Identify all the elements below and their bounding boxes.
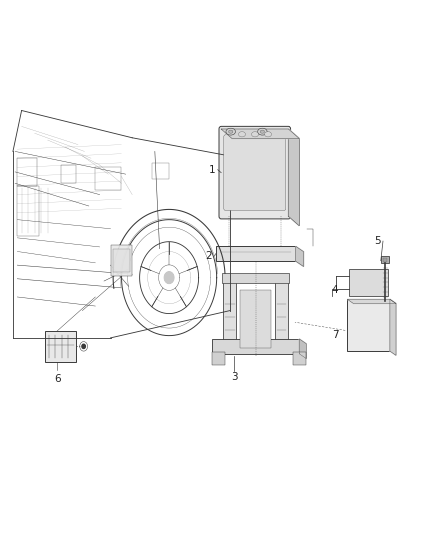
Bar	[60, 165, 76, 183]
Bar	[223, 278, 237, 343]
Text: 1: 1	[209, 165, 215, 175]
Ellipse shape	[229, 130, 233, 133]
Ellipse shape	[258, 128, 267, 135]
Polygon shape	[390, 300, 396, 356]
Polygon shape	[164, 272, 174, 284]
Bar	[215, 246, 296, 261]
Ellipse shape	[226, 128, 236, 135]
Bar	[212, 339, 299, 354]
Bar	[383, 257, 387, 262]
Polygon shape	[288, 129, 299, 226]
Ellipse shape	[251, 132, 258, 137]
Ellipse shape	[265, 132, 272, 137]
Bar	[240, 290, 272, 349]
FancyBboxPatch shape	[224, 135, 286, 211]
Bar	[95, 167, 121, 190]
Text: 6: 6	[54, 374, 61, 384]
Polygon shape	[347, 300, 396, 303]
Bar	[113, 249, 130, 272]
Bar	[17, 158, 37, 185]
Bar	[110, 245, 132, 277]
Text: 3: 3	[231, 372, 237, 382]
Text: 7: 7	[332, 330, 338, 340]
Polygon shape	[221, 129, 299, 139]
Polygon shape	[296, 246, 304, 266]
Bar	[349, 269, 388, 296]
Text: 5: 5	[374, 236, 381, 246]
Ellipse shape	[239, 132, 245, 137]
Polygon shape	[299, 339, 306, 359]
Circle shape	[82, 344, 85, 349]
Ellipse shape	[260, 130, 265, 133]
Bar	[212, 352, 225, 366]
Bar	[275, 278, 288, 343]
Text: 4: 4	[332, 285, 338, 295]
Bar	[381, 256, 389, 263]
Bar	[17, 185, 39, 236]
Bar	[293, 352, 306, 366]
Bar	[222, 273, 289, 282]
FancyBboxPatch shape	[219, 126, 290, 219]
Bar	[152, 163, 169, 179]
Text: 2: 2	[205, 251, 212, 261]
Bar	[347, 300, 390, 351]
Bar	[45, 331, 76, 362]
